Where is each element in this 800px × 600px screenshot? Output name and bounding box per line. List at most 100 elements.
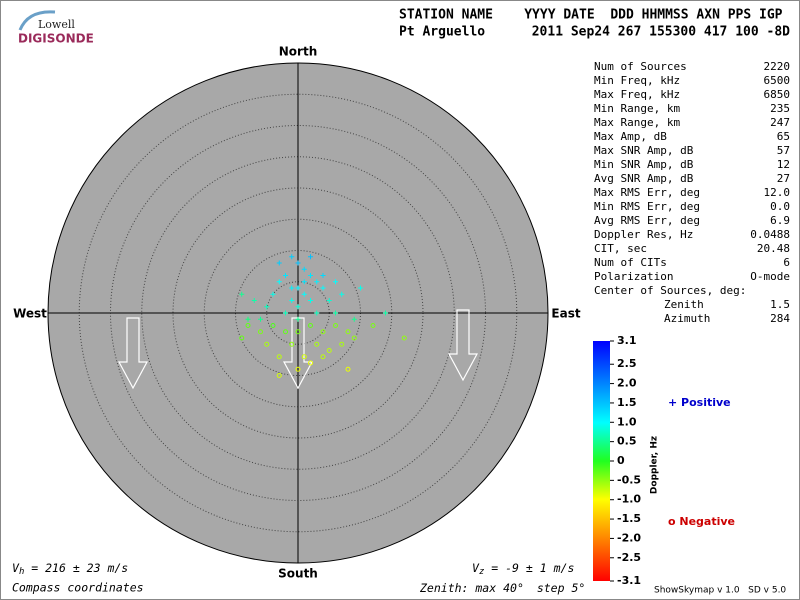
stat-value: 6 [783, 256, 790, 269]
positive-source [289, 298, 295, 303]
zenith-scale: Zenith: max 40° step 5° [419, 581, 585, 595]
colorbar-tick-label: -1.0 [617, 493, 641, 506]
vz-value: = -9 ± 1 m/s [484, 561, 574, 575]
colorbar-tick-label: -2.0 [617, 531, 641, 544]
colorbar-tick-label: 1.5 [617, 396, 637, 409]
negative-source [239, 335, 245, 341]
negative-source [320, 329, 326, 335]
vh-value: = 216 ± 23 m/s [24, 561, 128, 575]
logo-top: Lowell [38, 18, 75, 31]
positive-source [320, 285, 326, 291]
south-label: South [278, 567, 318, 581]
positive-source [326, 298, 332, 303]
positive-source [276, 260, 282, 266]
negative-source [333, 323, 338, 328]
version: ShowSkymap v 1.0 SD v 5.0 [654, 586, 786, 596]
stat-label: Num of CITs [594, 256, 667, 269]
legend-negative: o Negative [668, 515, 735, 528]
stat-label: Min Range, km [594, 102, 680, 115]
positive-source [383, 310, 388, 316]
stat-label: CIT, sec [594, 242, 647, 255]
stat-label: Max Freq, kHz [594, 88, 680, 101]
negative-source [345, 366, 351, 372]
positive-source [283, 310, 288, 316]
stat-value: 2220 [764, 60, 791, 73]
stat-label: Max Range, km [594, 116, 680, 129]
positive-source [270, 291, 276, 297]
positive-source [301, 279, 307, 285]
drift-arrow [447, 309, 479, 382]
stat-label: Avg SNR Amp, dB [594, 172, 694, 185]
positive-source [308, 254, 313, 260]
drift-arrows [117, 309, 479, 390]
positive-source [295, 260, 301, 266]
stat-value: 6.9 [770, 214, 790, 227]
positive-source [289, 285, 295, 291]
positive-source [308, 273, 313, 278]
positive-source [339, 291, 345, 297]
stat-label: Max Amp, dB [594, 130, 667, 143]
positive-source [295, 285, 301, 291]
zenith-step: step 5° [537, 581, 585, 595]
stat-value: O-mode [750, 270, 790, 283]
north-label: North [279, 45, 317, 59]
zenith-max: 40° [503, 581, 524, 595]
stat-label: Min RMS Err, deg [594, 200, 700, 213]
negative-source [308, 323, 313, 328]
west-label: West [13, 307, 47, 321]
positive-source [251, 298, 257, 303]
vz-sub: z [479, 567, 484, 577]
logo-swoosh [18, 10, 56, 31]
stat-value: 65 [777, 130, 790, 143]
positive-source [333, 279, 338, 285]
vz-text: Vz = -9 ± 1 m/s [472, 561, 574, 577]
center-title: Center of Sources, deg: [594, 284, 746, 297]
negative-source [314, 341, 320, 347]
positive-source [333, 310, 338, 316]
negative-source [308, 360, 313, 366]
positive-source [314, 279, 320, 285]
logo-bottom: DIGISONDE [18, 32, 94, 46]
azimuth-value: 284 [770, 312, 790, 325]
negative-source [270, 323, 276, 328]
stat-label: Doppler Res, Hz [594, 228, 693, 241]
negative-source [295, 329, 301, 335]
zenith-label: Zenith [664, 298, 704, 311]
drift-arrow [117, 317, 149, 390]
vh-symbol: V [12, 561, 20, 575]
drift-arrow [282, 317, 314, 390]
colorbar-tick-label: -3.1 [617, 574, 641, 587]
colorbar [593, 341, 610, 581]
stat-value: 6850 [764, 88, 791, 101]
stat-label: Max SNR Amp, dB [594, 144, 694, 157]
colorbar-tick-label: 1.0 [617, 415, 637, 428]
positive-source [295, 304, 301, 310]
negative-source [351, 335, 357, 341]
negative-source [326, 348, 332, 353]
stat-value: 6500 [764, 74, 791, 87]
negative-source [276, 354, 282, 360]
negative-source [301, 354, 307, 360]
vh-sub: h [19, 567, 24, 577]
stat-value: 0.0488 [750, 228, 790, 241]
station-name: Pt Arguello [399, 25, 485, 40]
colorbar-tick-label: -0.5 [617, 473, 641, 486]
stat-value: 57 [777, 144, 790, 157]
stat-value: 27 [777, 172, 790, 185]
positive-source [239, 291, 245, 297]
stat-value: 12 [777, 158, 790, 171]
positive-source [358, 285, 363, 291]
positive-source [301, 266, 307, 272]
negative-source [264, 341, 270, 347]
record-info: 2011 Sep24 267 155300 417 100 -8D [532, 25, 790, 40]
negative-source [295, 366, 301, 372]
colorbar-label: Doppler, Hz [650, 436, 660, 494]
colorbar-tick-label: 2.0 [617, 377, 637, 390]
positive-source [276, 279, 282, 285]
zenith-value: 1.5 [770, 298, 790, 311]
east-label: East [551, 307, 580, 321]
stat-label: Polarization [594, 270, 673, 283]
vz-symbol: V [472, 561, 480, 575]
colorbar-tick-label: 0.5 [617, 435, 637, 448]
negative-source [289, 341, 295, 347]
